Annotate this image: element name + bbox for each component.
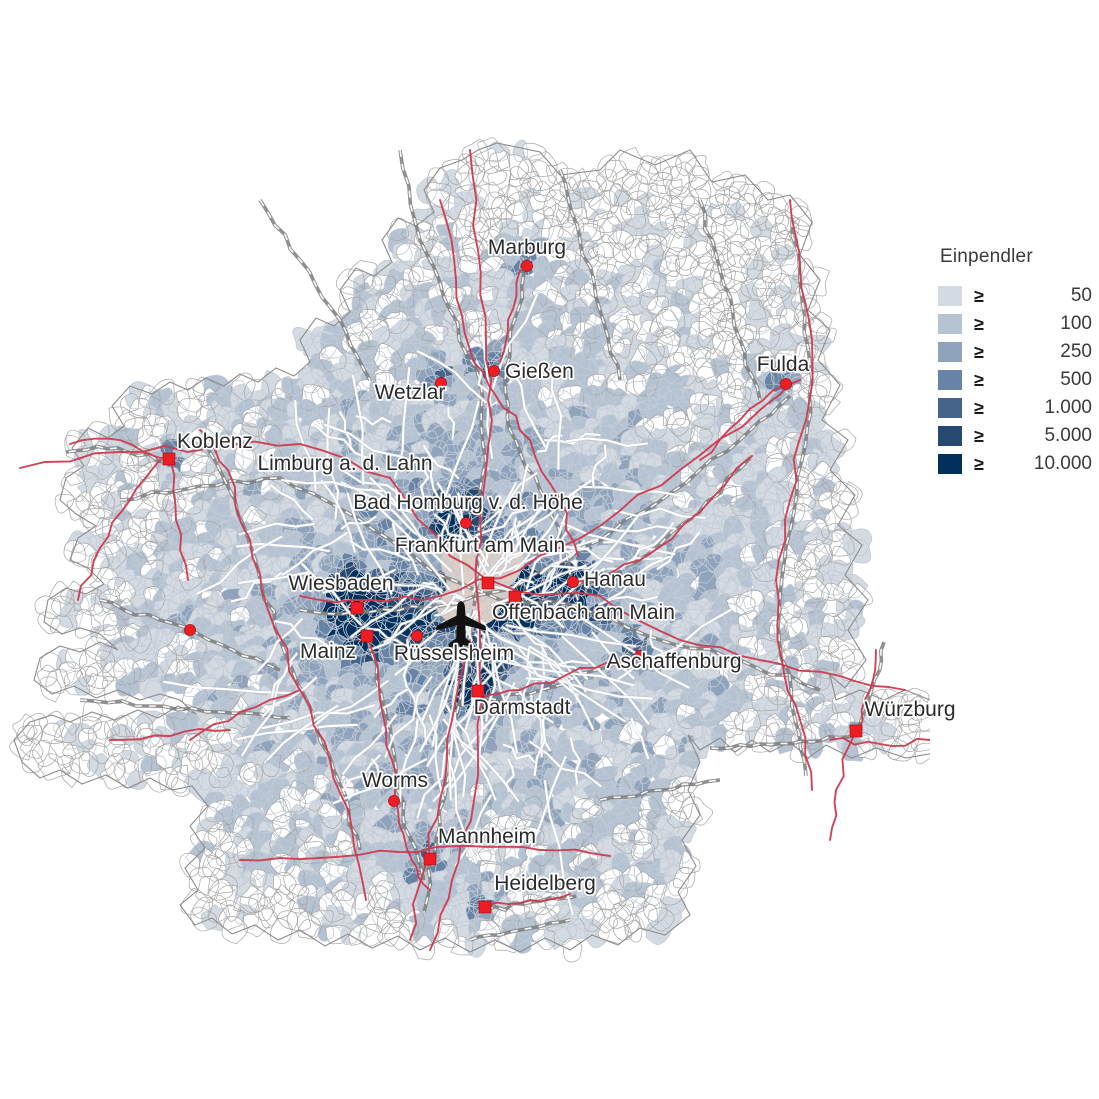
city-marker-circle[interactable] — [567, 576, 579, 588]
city-marker-square[interactable] — [350, 601, 364, 615]
city-label: Darmstadt — [474, 696, 571, 719]
city-label: Wiesbaden — [288, 572, 393, 595]
city-label: Aschaffenburg — [606, 650, 741, 673]
city-label: Wetzlar — [375, 381, 446, 404]
city-label: Heidelberg — [494, 872, 596, 895]
greater-equal-icon: ≥ — [974, 286, 984, 306]
city-marker-square[interactable] — [481, 576, 495, 590]
legend-row: ≥250 — [938, 338, 1098, 366]
legend-swatch — [938, 342, 962, 362]
airport-marker — [436, 601, 486, 650]
city-label: Gießen — [505, 360, 574, 383]
legend-value: 500 — [1060, 369, 1092, 390]
legend: Einpendler ≥50 ≥100 ≥250 ≥500 ≥1.000 ≥5.000 ≥1… — [938, 246, 1098, 478]
legend-value: 10.000 — [1033, 453, 1092, 474]
greater-equal-icon: ≥ — [974, 426, 984, 446]
legend-row: ≥50 — [938, 282, 1098, 310]
legend-value: 250 — [1060, 341, 1092, 362]
legend-row: ≥1.000 — [938, 394, 1098, 422]
city-marker-square[interactable] — [478, 900, 492, 914]
city-marker-square[interactable] — [162, 452, 176, 466]
city-markers[interactable] — [162, 260, 863, 914]
airplane-icon — [436, 601, 486, 650]
city-marker-circle[interactable] — [388, 795, 400, 807]
legend-row: ≥5.000 — [938, 422, 1098, 450]
city-label: Marburg — [488, 236, 566, 259]
greater-equal-icon: ≥ — [974, 314, 984, 334]
legend-value: 5.000 — [1044, 425, 1092, 446]
legend-rows: ≥50 ≥100 ≥250 ≥500 ≥1.000 ≥5.000 ≥10.000 — [938, 282, 1098, 478]
city-marker-circle[interactable] — [411, 630, 423, 642]
city-label: Koblenz — [177, 430, 253, 453]
legend-value: 50 — [1070, 285, 1092, 306]
city-marker-square[interactable] — [508, 590, 522, 604]
greater-equal-icon: ≥ — [974, 454, 984, 474]
greater-equal-icon: ≥ — [974, 398, 984, 418]
greater-equal-icon: ≥ — [974, 342, 984, 362]
city-label: Hanau — [584, 568, 646, 591]
city-label: Bad Homburg v. d. Höhe — [353, 491, 583, 514]
city-label: Limburg a. d. Lahn — [257, 452, 432, 475]
legend-swatch — [938, 286, 962, 306]
legend-row: ≥100 — [938, 310, 1098, 338]
autobahn-lines — [19, 149, 930, 951]
city-marker-circle[interactable] — [184, 624, 196, 636]
city-label: Mannheim — [438, 825, 536, 848]
legend-row: ≥10.000 — [938, 450, 1098, 478]
city-marker-square[interactable] — [471, 684, 485, 698]
city-label: Worms — [362, 769, 428, 792]
city-marker-circle[interactable] — [780, 378, 792, 390]
legend-swatch — [938, 314, 962, 334]
road-lines — [162, 293, 733, 916]
city-marker-circle[interactable] — [460, 517, 472, 529]
city-marker-circle[interactable] — [521, 260, 533, 272]
greater-equal-icon: ≥ — [974, 370, 984, 390]
city-marker-circle[interactable] — [634, 650, 646, 662]
city-label: Frankfurt am Main — [395, 534, 565, 557]
city-label: Fulda — [757, 353, 810, 376]
legend-swatch — [938, 454, 962, 474]
city-label: Würzburg — [864, 698, 955, 721]
city-labels: Marburg Gießen Fulda Wetzlar KoblenzLimburg … — [175, 234, 957, 896]
city-label: Rüsselsheim — [394, 642, 514, 665]
city-label: Offenbach am Main — [492, 601, 675, 624]
legend-swatch — [938, 426, 962, 446]
legend-swatch — [938, 398, 962, 418]
legend-value: 1.000 — [1044, 397, 1092, 418]
legend-swatch — [938, 370, 962, 390]
legend-row: ≥500 — [938, 366, 1098, 394]
city-marker-square[interactable] — [849, 724, 863, 738]
legend-title: Einpendler — [940, 246, 1033, 267]
city-marker-circle[interactable] — [435, 377, 447, 389]
city-marker-circle[interactable] — [488, 365, 500, 377]
legend-value: 100 — [1060, 313, 1092, 334]
city-marker-square[interactable] — [360, 629, 374, 643]
city-label: Mainz — [300, 640, 356, 663]
city-marker-square[interactable] — [423, 852, 437, 866]
